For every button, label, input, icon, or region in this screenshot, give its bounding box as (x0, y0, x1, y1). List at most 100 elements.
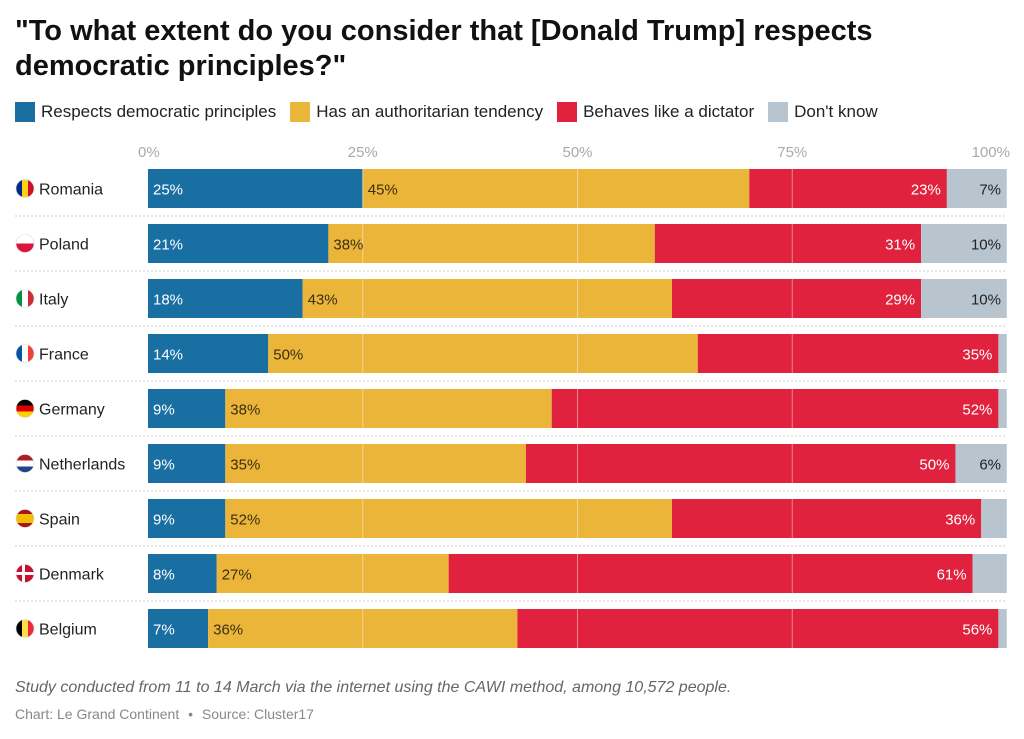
source-credit: Source: Cluster17 (201, 706, 314, 722)
value-label: 25% (153, 182, 183, 199)
flag-it-icon (16, 289, 34, 308)
flag-outline (15, 399, 35, 418)
legend-swatch-respects (15, 102, 35, 122)
bar-germany-series-2 (551, 389, 999, 428)
x-tick-label: 75% (777, 144, 807, 161)
legend-item-dictator: Behaves like a dictator (557, 102, 754, 122)
category-label-belgium: Belgium (39, 622, 97, 639)
bar-romania-series-2 (749, 169, 947, 208)
bar-france-series-3 (998, 334, 1007, 373)
legend-label-dont-know: Don't know (794, 102, 878, 121)
value-label: 21% (153, 237, 183, 254)
value-label: 7% (153, 622, 175, 639)
grid (362, 163, 1008, 648)
value-label: 18% (153, 292, 183, 309)
legend-item-respects: Respects democratic principles (15, 102, 276, 122)
category-label-denmark: Denmark (39, 567, 105, 584)
value-label: 9% (153, 457, 175, 474)
bar-france-series-1 (268, 334, 698, 373)
methodology-note: Study conducted from 11 to 14 March via … (15, 679, 732, 696)
value-label: 10% (971, 237, 1001, 254)
bar-italy-series-0 (148, 279, 303, 318)
x-tick-label: 50% (562, 144, 592, 161)
flag-outline (15, 619, 35, 638)
value-label: 10% (971, 292, 1001, 309)
flag-outline (15, 179, 35, 198)
x-axis-ticks: 0% 25% 50% 75% 100% (138, 144, 1010, 161)
bar-netherlands-series-1 (225, 444, 526, 483)
category-label-romania: Romania (39, 182, 103, 199)
value-label: 7% (979, 182, 1001, 199)
x-tick-label: 0% (138, 144, 160, 161)
credits: Chart: Le Grand Continent • Source: Clus… (15, 706, 314, 722)
legend-swatch-dont-know (768, 102, 789, 122)
legend-label-respects: Respects democratic principles (41, 102, 277, 121)
flag-es-icon (16, 509, 34, 528)
flag-outline (15, 344, 35, 363)
value-label: 43% (308, 292, 338, 309)
bar-germany-series-3 (998, 389, 1007, 428)
bar-germany-series-1 (225, 389, 552, 428)
x-tick-label: 25% (348, 144, 378, 161)
value-label: 9% (153, 402, 175, 419)
stacked-bar-chart: 0% 25% 50% 75% 100% 25% 45% 23% 7% 21% 38% 31% 10% 18… (15, 144, 1010, 648)
bar-france-series-0 (148, 334, 269, 373)
value-label: 29% (885, 292, 915, 309)
bar-romania-series-3 (946, 169, 1007, 208)
flag-pl-icon (16, 234, 34, 253)
credit-separator: • (188, 706, 194, 722)
value-label: 35% (962, 347, 992, 364)
value-label: 23% (911, 182, 941, 199)
bar-spain-series-3 (981, 499, 1007, 538)
value-label: 36% (213, 622, 243, 639)
flag-outline (15, 289, 35, 308)
row-separators (15, 215, 1007, 602)
bar-netherlands-series-3 (955, 444, 1007, 483)
bar-romania-series-1 (362, 169, 750, 208)
bar-denmark-series-2 (448, 554, 973, 593)
legend-item-dont-know: Don't know (768, 102, 878, 122)
value-label: 61% (937, 567, 967, 584)
value-label: 50% (919, 457, 949, 474)
bar-belgium-series-2 (517, 609, 999, 648)
value-label: 8% (153, 567, 175, 584)
category-label-france: France (39, 347, 89, 364)
bar-italy-series-1 (302, 279, 672, 318)
flag-outline (15, 509, 35, 528)
flag-dk-icon (16, 564, 34, 583)
bar-belgium-series-1 (208, 609, 518, 648)
category-label-italy: Italy (39, 292, 68, 309)
chart-title: "To what extent do you consider that [Do… (15, 15, 873, 82)
bar-poland-series-2 (654, 224, 922, 263)
flag-fr-icon (16, 344, 34, 363)
category-labels: Romania Poland Italy France Germany Netherlan… (15, 179, 125, 639)
value-label: 36% (945, 512, 975, 529)
bars (148, 169, 1007, 648)
legend: Respects democratic principles Has an au… (15, 102, 892, 122)
category-label-poland: Poland (39, 237, 89, 254)
flag-outline (15, 234, 35, 253)
bar-romania-series-0 (148, 169, 363, 208)
bar-denmark-series-0 (148, 554, 217, 593)
flag-de-icon (16, 399, 34, 418)
x-tick-label: 100% (972, 144, 1010, 161)
bar-belgium-series-3 (998, 609, 1007, 648)
bar-italy-series-3 (921, 279, 1007, 318)
bar-france-series-2 (697, 334, 999, 373)
bar-italy-series-2 (671, 279, 922, 318)
bar-germany-series-0 (148, 389, 226, 428)
bar-poland-series-3 (921, 224, 1007, 263)
flag-outline (15, 564, 35, 583)
category-label-spain: Spain (39, 512, 80, 529)
value-label: 9% (153, 512, 175, 529)
bar-netherlands-series-2 (525, 444, 956, 483)
value-label: 14% (153, 347, 183, 364)
value-label: 6% (979, 457, 1001, 474)
bar-spain-series-1 (225, 499, 672, 538)
value-label: 38% (230, 402, 260, 419)
category-label-netherlands: Netherlands (39, 457, 125, 474)
legend-swatch-dictator (557, 102, 578, 122)
bar-spain-series-0 (148, 499, 226, 538)
value-label: 31% (885, 237, 915, 254)
bar-spain-series-2 (671, 499, 982, 538)
